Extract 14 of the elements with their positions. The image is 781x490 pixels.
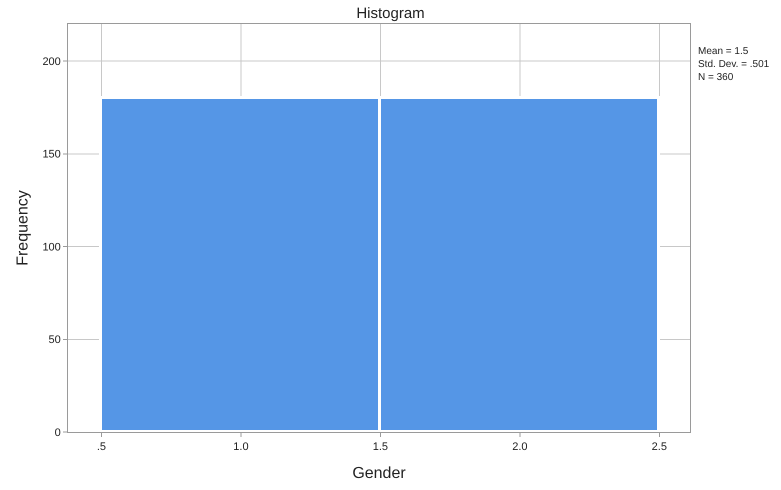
x-tick-label: .5 [96,441,106,454]
y-tick-label: 100 [42,241,61,254]
x-axis-title: Gender [352,464,406,482]
x-tick-label: 1.5 [372,441,388,454]
x-tick-label: 2.0 [512,441,528,454]
y-axis-title: Frequency [14,190,32,266]
x-tick-label: 2.5 [652,441,667,454]
y-tick-label: 150 [42,148,61,161]
y-tick-label: 200 [42,56,61,68]
chart-title: Histogram [356,4,425,22]
y-tick-label: 50 [48,334,61,346]
y-tick-label: 0 [54,426,61,439]
x-tick-label: 1.0 [233,441,249,454]
text: Mean = 1.5 Std. Dev. = .501 N = 360 [698,46,770,83]
